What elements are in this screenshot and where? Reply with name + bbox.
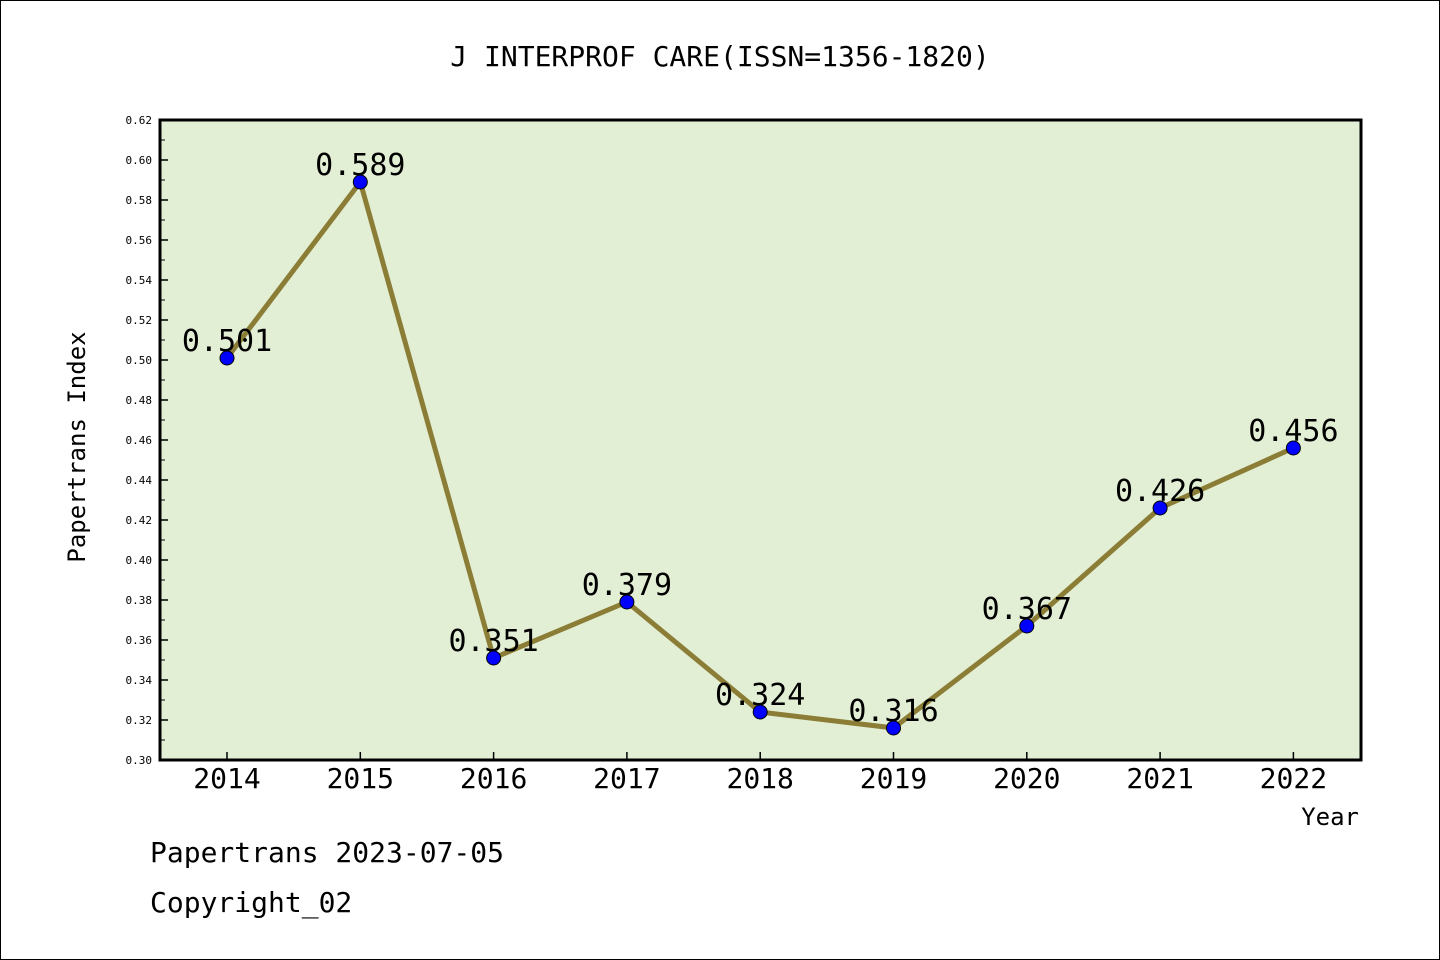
x-tick-label: 2017 [593, 762, 660, 795]
y-tick-label: 0.36 [126, 634, 153, 647]
data-label: 0.589 [315, 148, 405, 183]
data-labels-layer: 0.501 0.589 0.351 0.379 0.324 0.316 0.367 0.426… [182, 148, 1339, 729]
data-label: 0.351 [448, 624, 538, 659]
y-tick-label: 0.46 [126, 434, 153, 447]
data-point [886, 720, 901, 736]
y-tick-label: 0.50 [126, 354, 153, 367]
x-tick-label: 2019 [860, 762, 927, 795]
y-tick-label: 0.34 [126, 674, 153, 687]
data-point [752, 704, 768, 720]
y-tick-label: 0.30 [126, 754, 153, 767]
data-label: 0.316 [848, 694, 938, 729]
data-point [619, 594, 635, 610]
y-tick-label: 0.60 [126, 154, 153, 167]
data-point [219, 350, 235, 366]
y-tick-label: 0.58 [126, 194, 153, 207]
data-point [1019, 618, 1035, 634]
x-tick-label: 2018 [726, 762, 793, 795]
y-tick-label: 0.40 [126, 554, 153, 567]
data-label: 0.379 [582, 568, 672, 603]
x-tick-label: 2014 [193, 762, 260, 795]
data-point [1152, 500, 1168, 516]
y-tick-label: 0.62 [126, 114, 153, 127]
x-tick-label: 2020 [993, 762, 1060, 795]
plot-area [158, 118, 1363, 762]
x-tick-label: 2015 [327, 762, 394, 795]
copyright-text: Copyright_02 [150, 886, 353, 919]
data-label: 0.324 [715, 678, 805, 713]
y-tick-label: 0.42 [126, 514, 153, 527]
data-label: 0.456 [1248, 414, 1338, 449]
x-tick-label: 2016 [460, 762, 527, 795]
series-layer [219, 174, 1301, 736]
y-tick-label: 0.54 [126, 274, 153, 287]
data-label: 0.426 [1115, 474, 1205, 509]
y-axis-label: Papertrans Index [63, 331, 91, 562]
y-tick-label: 0.52 [126, 314, 153, 327]
y-tick-label: 0.38 [126, 594, 153, 607]
data-label: 0.367 [982, 592, 1072, 627]
y-tick-label: 0.32 [126, 714, 153, 727]
data-point [352, 174, 368, 190]
x-tick-label: 2021 [1126, 762, 1193, 795]
x-tick-label: 2022 [1260, 762, 1327, 795]
chart-title: J INTERPROF CARE(ISSN=1356-1820) [450, 40, 989, 73]
data-label: 0.501 [182, 324, 272, 359]
data-point [1285, 440, 1301, 456]
data-point [486, 650, 502, 666]
y-tick-label: 0.56 [126, 234, 153, 247]
y-tick-label: 0.44 [126, 474, 153, 487]
y-tick-label: 0.48 [126, 394, 153, 407]
y-axis-ticks: 0.30 0.32 0.34 0.36 0.38 0.40 0.42 0.44 0.46 0.48… [126, 114, 168, 767]
x-axis-ticks: 2014 2015 2016 2017 2018 2019 2020 2021 2022 [193, 752, 1327, 795]
x-axis-label: Year [1301, 803, 1359, 831]
source-text: Papertrans 2023-07-05 [150, 836, 505, 869]
